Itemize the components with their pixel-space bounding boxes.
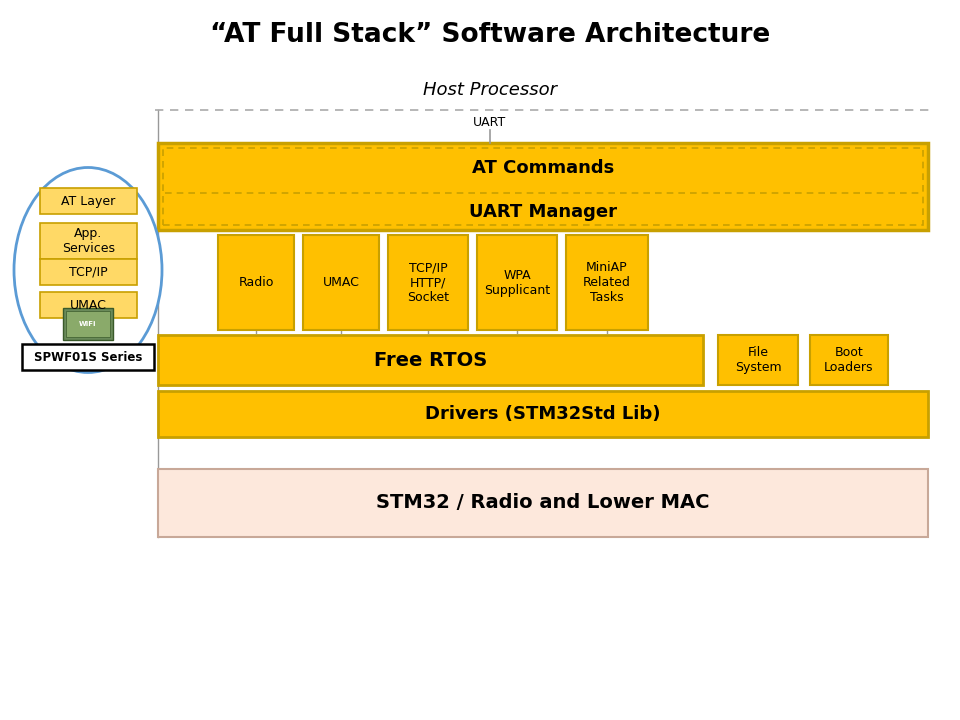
Text: Boot
Loaders: Boot Loaders [825,346,874,374]
FancyBboxPatch shape [63,308,113,340]
Text: UART Manager: UART Manager [469,203,617,221]
Text: AT Layer: AT Layer [61,194,115,207]
Text: WPA
Supplicant: WPA Supplicant [484,269,550,297]
FancyBboxPatch shape [303,235,379,330]
Text: File
System: File System [734,346,781,374]
Text: MiniAP
Related
Tasks: MiniAP Related Tasks [583,261,631,304]
Text: UMAC: UMAC [323,276,359,289]
Text: Radio: Radio [238,276,274,289]
Text: Host Processor: Host Processor [423,81,557,99]
FancyBboxPatch shape [22,344,154,370]
FancyBboxPatch shape [40,259,137,285]
FancyBboxPatch shape [218,235,294,330]
Text: STM32 / Radio and Lower MAC: STM32 / Radio and Lower MAC [376,493,709,513]
Text: AT Commands: AT Commands [472,159,614,177]
Text: “AT Full Stack” Software Architecture: “AT Full Stack” Software Architecture [210,22,770,48]
FancyBboxPatch shape [388,235,468,330]
Text: App.
Services: App. Services [62,227,115,255]
Text: TCP/IP: TCP/IP [69,266,108,279]
FancyBboxPatch shape [40,223,137,259]
FancyBboxPatch shape [718,335,798,385]
Text: TCP/IP
HTTP/
Socket: TCP/IP HTTP/ Socket [407,261,449,304]
Text: SPWF01S Series: SPWF01S Series [34,351,142,364]
FancyBboxPatch shape [158,335,703,385]
FancyBboxPatch shape [566,235,648,330]
FancyBboxPatch shape [158,391,928,437]
Ellipse shape [14,168,162,372]
Text: Free RTOS: Free RTOS [373,351,487,369]
FancyBboxPatch shape [158,469,928,537]
FancyBboxPatch shape [66,311,110,337]
FancyBboxPatch shape [40,292,137,318]
FancyBboxPatch shape [163,148,923,225]
FancyBboxPatch shape [40,188,137,214]
Text: UMAC: UMAC [70,299,107,312]
FancyBboxPatch shape [810,335,888,385]
Text: UART: UART [473,115,507,128]
FancyBboxPatch shape [477,235,557,330]
Text: Drivers (STM32Std Lib): Drivers (STM32Std Lib) [425,405,660,423]
Text: WiFi: WiFi [80,321,97,327]
FancyBboxPatch shape [158,143,928,230]
